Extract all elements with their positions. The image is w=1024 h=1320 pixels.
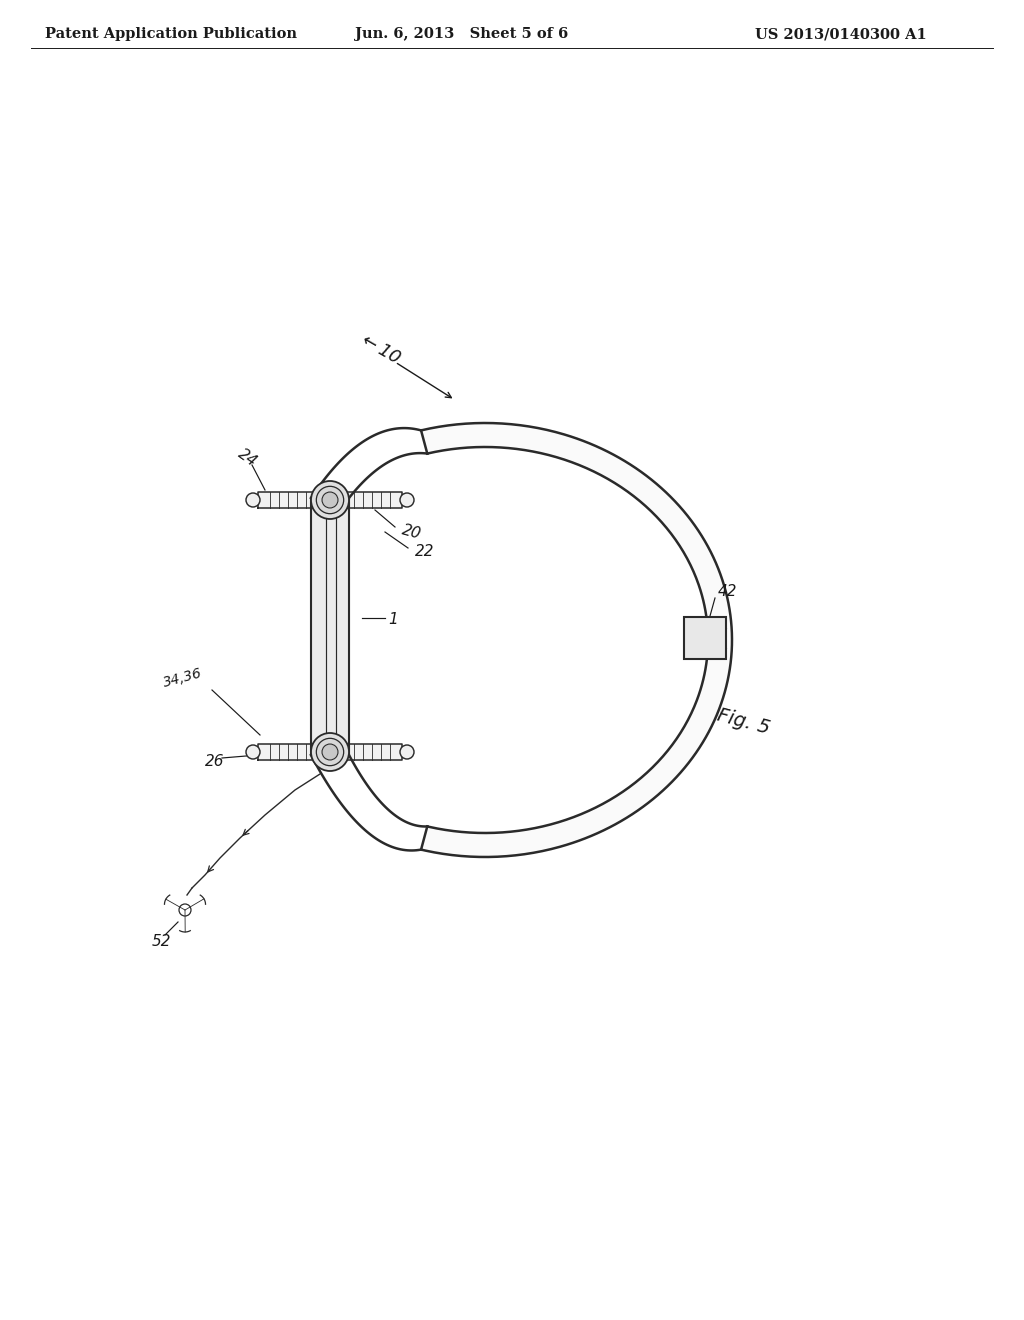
Text: 22: 22	[415, 544, 434, 560]
Polygon shape	[258, 744, 313, 760]
Circle shape	[179, 904, 191, 916]
Text: 34,36: 34,36	[162, 667, 204, 690]
Text: US 2013/0140300 A1: US 2013/0140300 A1	[755, 26, 927, 41]
Polygon shape	[311, 498, 349, 755]
Text: $\leftarrow$10: $\leftarrow$10	[355, 329, 403, 367]
Text: Jun. 6, 2013   Sheet 5 of 6: Jun. 6, 2013 Sheet 5 of 6	[355, 26, 568, 41]
Circle shape	[316, 738, 344, 766]
Text: Fig. 5: Fig. 5	[715, 706, 772, 738]
Text: Patent Application Publication: Patent Application Publication	[45, 26, 297, 41]
Text: 42: 42	[718, 585, 737, 599]
Text: 20: 20	[400, 523, 423, 541]
Circle shape	[400, 492, 414, 507]
Circle shape	[246, 492, 260, 507]
Circle shape	[400, 744, 414, 759]
Text: 1: 1	[388, 612, 397, 627]
Polygon shape	[421, 422, 732, 857]
Circle shape	[316, 486, 344, 513]
Circle shape	[322, 492, 338, 508]
Polygon shape	[421, 422, 732, 857]
Polygon shape	[347, 492, 402, 508]
Circle shape	[322, 744, 338, 760]
Polygon shape	[347, 744, 402, 760]
Circle shape	[311, 733, 349, 771]
Text: 24: 24	[234, 446, 259, 470]
Polygon shape	[258, 492, 313, 508]
Bar	[684, 616, 726, 659]
Circle shape	[246, 744, 260, 759]
Text: 26: 26	[205, 755, 224, 770]
Text: 52: 52	[152, 935, 171, 949]
Circle shape	[311, 480, 349, 519]
